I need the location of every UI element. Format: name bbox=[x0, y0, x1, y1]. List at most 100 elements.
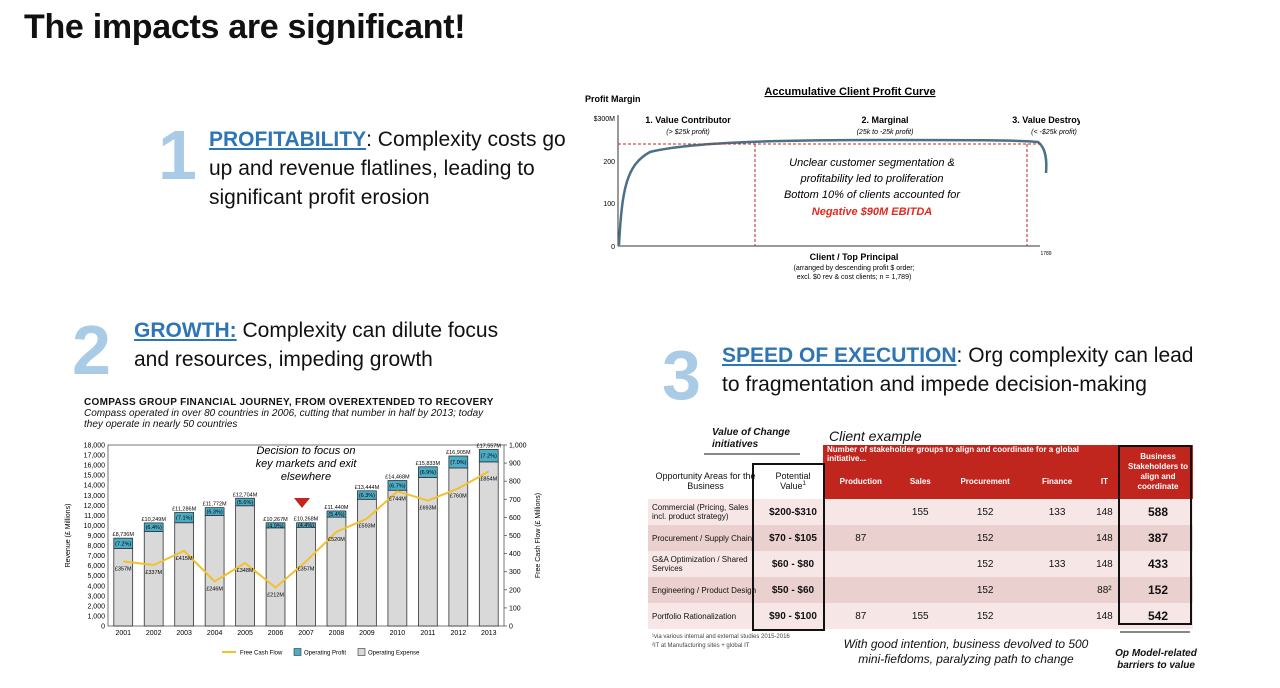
legend-profit-swatch bbox=[293, 648, 302, 656]
year-label: 2001 bbox=[115, 630, 131, 637]
legend-expense-label: Operating Expense bbox=[368, 651, 420, 657]
table-row: Portfolio Rationalization $90 - $100 87 … bbox=[648, 603, 1193, 629]
client-example-label: Client example bbox=[829, 428, 922, 444]
margin-label: (4.9%) bbox=[267, 523, 283, 529]
decision-marker bbox=[294, 498, 310, 508]
margin-label: (7.2%) bbox=[481, 454, 497, 460]
page-title: The impacts are significant! bbox=[24, 8, 466, 46]
margin-label: (6.9%) bbox=[420, 470, 436, 476]
fcf-tick-label: 800 bbox=[509, 479, 521, 486]
group-finance: Finance bbox=[1028, 463, 1086, 499]
revenue-tick-label: 14,000 bbox=[84, 483, 106, 490]
revenue-tick-label: 11,000 bbox=[84, 513, 105, 520]
group-production: Production bbox=[823, 463, 899, 499]
fcf-tick-label: 900 bbox=[509, 461, 521, 468]
profitability-keyword: PROFITABILITY bbox=[209, 128, 367, 151]
operating-profit-bar bbox=[296, 522, 316, 528]
segment-3-name: 3. Value Destroyer? bbox=[1012, 115, 1080, 125]
table-row: Commercial (Pricing, Sales incl. product… bbox=[648, 499, 1193, 525]
barrier-arrow bbox=[1120, 631, 1190, 633]
profit-ytick-200: 200 bbox=[603, 159, 615, 166]
revenue-tick-label: 12,000 bbox=[84, 503, 106, 510]
revenue-tick-label: 3,000 bbox=[87, 593, 105, 600]
group-it: IT bbox=[1085, 463, 1123, 499]
year-label: 2005 bbox=[237, 630, 253, 637]
bottom-note: With good intention, business devolved t… bbox=[843, 637, 1089, 666]
operating-expense-bar bbox=[174, 522, 194, 627]
table-row: Procurement / Supply Chain $70 - $105 87… bbox=[648, 525, 1193, 551]
profit-chart-xnote-2: excl. $0 rev & cost clients; n = 1,789) bbox=[797, 274, 912, 281]
decision-annotation: elsewhere bbox=[281, 471, 331, 483]
revenue-label: £10,249M bbox=[141, 517, 166, 523]
operating-profit-bar bbox=[418, 466, 438, 478]
fcf-tick-label: 400 bbox=[509, 551, 521, 558]
decision-annotation: key markets and exit bbox=[256, 458, 358, 470]
revenue-label: £11,440M bbox=[324, 505, 348, 511]
year-label: 2008 bbox=[329, 630, 345, 637]
fcf-label: £593M bbox=[359, 524, 376, 530]
year-label: 2006 bbox=[268, 630, 284, 637]
profit-chart-title: Accumulative Client Profit Curve bbox=[764, 86, 935, 98]
operating-profit-bar bbox=[113, 537, 134, 549]
free-cash-flow-line bbox=[123, 470, 490, 589]
fcf-label: £337M bbox=[145, 570, 162, 576]
growth-text: Complexity can dilute focus and resource… bbox=[134, 319, 499, 371]
revenue-label: £10,267M bbox=[263, 517, 288, 523]
table-row: Engineering / Product Design $50 - $60 1… bbox=[648, 577, 1193, 603]
operating-expense-bar bbox=[143, 531, 164, 627]
annotation-line-1: Unclear customer segmentation & bbox=[789, 157, 955, 169]
revenue-tick-label: 7,000 bbox=[87, 553, 105, 560]
revenue-tick-label: 2,000 bbox=[87, 603, 105, 610]
revenue-tick-label: 5,000 bbox=[87, 573, 105, 580]
group-procurement: Procurement bbox=[942, 463, 1029, 499]
operating-profit-bar bbox=[357, 490, 377, 500]
revenue-tick-label: 1,000 bbox=[87, 613, 105, 620]
revenue-label: £8,736M bbox=[113, 532, 135, 538]
segment-3-sub: (< -$25k profit) bbox=[1031, 129, 1077, 136]
margin-label: (7.2%) bbox=[115, 541, 131, 547]
annotation-highlight: Negative $90M EBITDA bbox=[812, 206, 932, 218]
segment-2-sub: (25k to -25k profit) bbox=[857, 129, 914, 136]
operating-expense-bar bbox=[478, 461, 499, 627]
profit-ytick-300: $300M bbox=[594, 116, 616, 123]
operating-profit-bar bbox=[235, 497, 255, 507]
fcf-label: £693M bbox=[419, 506, 436, 512]
operating-expense-bar bbox=[113, 548, 134, 627]
value-header: Potential Value1 bbox=[775, 471, 811, 491]
legend-profit-label: Operating Profit bbox=[304, 651, 346, 657]
growth-keyword: GROWTH: bbox=[134, 319, 237, 342]
profit-chart-xnote-1: (arranged by descending profit $ order; bbox=[793, 265, 914, 272]
margin-label: (7.1%) bbox=[176, 516, 192, 522]
revenue-label: £16,905M bbox=[446, 450, 471, 456]
revenue-label: £11,286M bbox=[172, 507, 196, 513]
operating-profit-bar bbox=[448, 455, 469, 469]
fcf-label: £744M bbox=[389, 496, 406, 502]
table-row: G&A Optimization / Shared Services $60 -… bbox=[648, 551, 1193, 577]
fcf-label: £212M bbox=[267, 593, 284, 599]
profitability-text: : Complexity costs go up and revenue fla… bbox=[209, 128, 566, 209]
operating-expense-bar bbox=[296, 526, 316, 627]
section-number-3: 3 bbox=[662, 336, 701, 414]
profit-curve-chart: Accumulative Client Profit Curve Profit … bbox=[585, 86, 1080, 281]
fcf-tick-label: 1,000 bbox=[509, 443, 527, 450]
total-column-box bbox=[1118, 445, 1192, 625]
fcf-label: £246M bbox=[206, 586, 223, 592]
margin-label: (4.4%) bbox=[298, 523, 314, 529]
operating-profit-bar bbox=[387, 480, 408, 491]
value-of-change-label: Value of Change initiatives bbox=[712, 427, 790, 450]
value-of-change-arrow bbox=[704, 453, 800, 455]
profitability-headline: PROFITABILITY: Complexity costs go up an… bbox=[209, 125, 569, 212]
group-sales: Sales bbox=[898, 463, 943, 499]
profit-x-end-label: 1789 bbox=[1040, 251, 1051, 257]
value-column-box bbox=[752, 463, 825, 631]
revenue-tick-label: 6,000 bbox=[87, 563, 105, 570]
annotation-line-3: Bottom 10% of clients accounted for bbox=[784, 189, 961, 201]
fcf-tick-label: 0 bbox=[509, 624, 513, 631]
profit-ytick-100: 100 bbox=[603, 201, 615, 208]
revenue-tick-label: 0 bbox=[101, 624, 105, 631]
compass-financial-chart: 0 1,000 2,000 3,000 4,000 5,000 6,000 7,000 8,00… bbox=[65, 443, 542, 657]
year-label: 2007 bbox=[298, 630, 314, 637]
legend-fcf-label: Free Cash Flow bbox=[240, 651, 283, 657]
compass-chart-title: COMPASS GROUP FINANCIAL JOURNEY, FROM OV… bbox=[84, 397, 494, 408]
revenue-tick-label: 18,000 bbox=[84, 443, 106, 450]
